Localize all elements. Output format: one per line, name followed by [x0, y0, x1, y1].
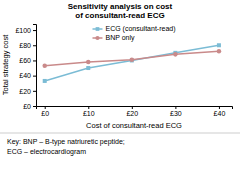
legend-label: BNP only	[105, 34, 135, 42]
separator	[0, 133, 240, 134]
y-tick: £0	[23, 103, 36, 110]
y-tick-mark	[33, 45, 36, 46]
title: Sensitivity analysis on costof consultan…	[68, 2, 173, 20]
key-text: Key: BNP – B-type natriuretic peptide;	[7, 138, 125, 146]
y-tick: £20	[19, 88, 36, 95]
y-axis: £0 £20 £40 £60 £80 £100	[15, 25, 36, 110]
series-marker	[217, 49, 222, 54]
title-line: Sensitivity analysis on cost	[68, 2, 173, 11]
y-tick: £100	[15, 27, 36, 34]
series-line	[45, 51, 219, 65]
x-axis: £0 £10 £20 £30 £40	[37, 106, 233, 117]
key-text: ECG – electrocardiogram	[7, 148, 86, 156]
series-marker	[43, 79, 47, 83]
x-tick: £20	[126, 106, 138, 117]
series-marker	[86, 66, 90, 70]
x-tick: £40	[214, 106, 226, 117]
x-axis-line	[37, 107, 233, 110]
legend-swatch-marker	[95, 36, 99, 40]
y-tick-label: £100	[15, 27, 31, 34]
legend-label: ECG (consultant-read)	[105, 25, 175, 33]
x-tick: £30	[170, 106, 182, 117]
legend-item: BNP only	[92, 34, 135, 42]
chart-container: Sensitivity analysis on costof consultan…	[0, 0, 240, 170]
x-tick-mark	[219, 106, 220, 109]
y-tick-label: £0	[23, 103, 31, 110]
title-line: of consultant-read ECG	[75, 11, 164, 20]
x-tick-mark	[88, 106, 89, 109]
y-tick-mark	[33, 76, 36, 77]
series-marker	[173, 52, 178, 57]
chart-svg: Sensitivity analysis on costof consultan…	[0, 0, 240, 170]
x-tick-mark	[45, 106, 46, 109]
x-tick-label: £30	[170, 110, 182, 117]
series-marker	[217, 43, 221, 47]
series-line	[45, 45, 219, 81]
x-tick-label: £40	[214, 110, 226, 117]
legend-swatch-marker	[96, 27, 100, 31]
y-tick-label: £20	[19, 88, 31, 95]
y-tick-mark	[33, 60, 36, 61]
y-axis-title: Total strategy cost	[1, 34, 10, 95]
x-tick-mark	[132, 106, 133, 109]
x-tick: £10	[83, 106, 95, 117]
legend-item: ECG (consultant-read)	[92, 25, 175, 33]
y-axis-line	[33, 25, 37, 107]
series-marker	[130, 57, 135, 62]
y-tick-label: £60	[19, 57, 31, 64]
x-tick: £0	[41, 106, 49, 117]
x-tick-label: £20	[126, 110, 138, 117]
series-marker	[42, 64, 47, 69]
y-tick-mark	[33, 30, 36, 31]
legend: ECG (consultant-read)BNP only	[92, 25, 175, 42]
y-tick-label: £40	[19, 72, 31, 79]
x-tick-label: £0	[41, 110, 49, 117]
y-tick-label: £80	[19, 42, 31, 49]
x-axis-title: Cost of consultant-read ECG	[86, 121, 182, 130]
y-tick: £80	[19, 42, 36, 49]
y-tick-mark	[33, 106, 36, 107]
x-tick-label: £10	[83, 110, 95, 117]
plot-marks	[42, 43, 221, 83]
x-tick-mark	[175, 106, 176, 109]
series-marker	[86, 60, 91, 65]
y-tick: £60	[19, 57, 36, 64]
y-tick-mark	[33, 91, 36, 92]
y-tick: £40	[19, 72, 36, 79]
